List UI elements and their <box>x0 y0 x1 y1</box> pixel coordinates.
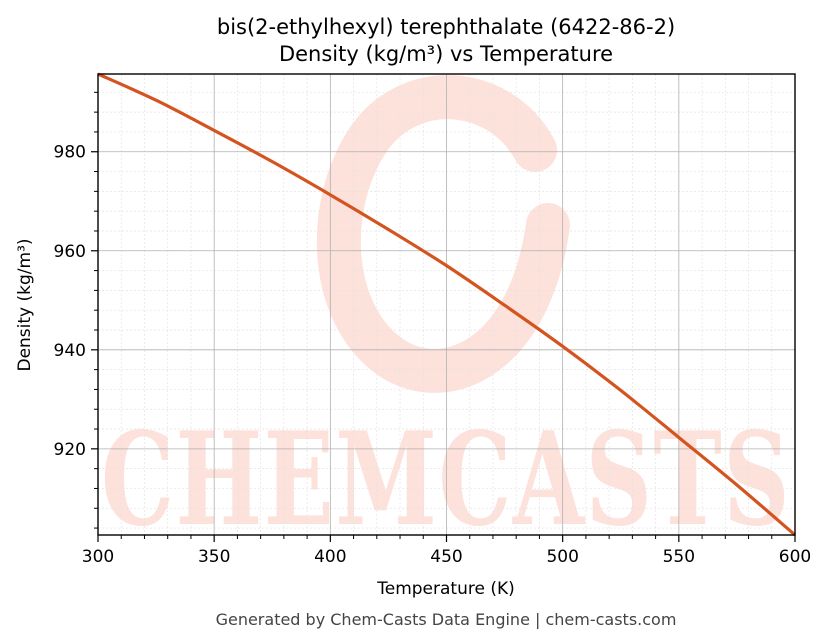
x-axis-ticks: 300 350 400 450 500 550 600 <box>82 535 811 567</box>
x-tick-label: 500 <box>546 547 578 567</box>
y-axis-ticks: 920 940 960 980 <box>54 91 98 529</box>
y-axis-label: Density (kg/m³) <box>15 238 35 371</box>
x-tick-label: 450 <box>430 547 462 567</box>
x-tick-label: 350 <box>198 547 230 567</box>
density-series-line <box>97 72 797 537</box>
watermark: CHEMCASTS <box>101 75 791 555</box>
y-tick-label: 960 <box>54 242 86 262</box>
y-tick-label: 920 <box>54 440 86 460</box>
footer-credit: Generated by Chem-Casts Data Engine | ch… <box>216 610 677 629</box>
x-tick-label: 400 <box>314 547 346 567</box>
x-axis-label: Temperature (K) <box>376 579 515 599</box>
chart-title: bis(2-ethylhexyl) terephthalate (6422-86… <box>217 15 675 39</box>
x-tick-label: 300 <box>82 547 114 567</box>
y-tick-label: 980 <box>54 143 86 163</box>
chart-subtitle: Density (kg/m³) vs Temperature <box>279 42 613 66</box>
series-layer <box>97 72 797 537</box>
y-tick-label: 940 <box>54 341 86 361</box>
watermark-logo-arc <box>316 75 570 393</box>
watermark-text: CHEMCASTS <box>101 405 791 555</box>
major-grid <box>97 74 796 535</box>
x-tick-label: 600 <box>779 547 811 567</box>
x-tick-label: 550 <box>663 547 695 567</box>
